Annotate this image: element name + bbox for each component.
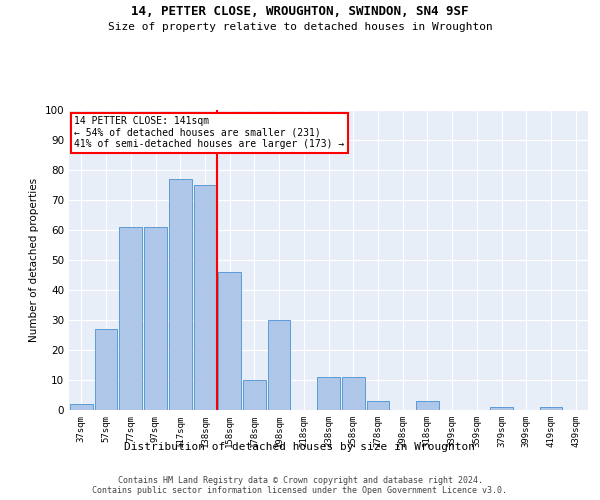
Text: Distribution of detached houses by size in Wroughton: Distribution of detached houses by size … xyxy=(125,442,476,452)
Y-axis label: Number of detached properties: Number of detached properties xyxy=(29,178,39,342)
Text: 14, PETTER CLOSE, WROUGHTON, SWINDON, SN4 9SF: 14, PETTER CLOSE, WROUGHTON, SWINDON, SN… xyxy=(131,5,469,18)
Bar xyxy=(119,227,142,410)
Bar xyxy=(342,377,365,410)
Text: Contains HM Land Registry data © Crown copyright and database right 2024.
Contai: Contains HM Land Registry data © Crown c… xyxy=(92,476,508,495)
Text: 14 PETTER CLOSE: 141sqm
← 54% of detached houses are smaller (231)
41% of semi-d: 14 PETTER CLOSE: 141sqm ← 54% of detache… xyxy=(74,116,344,149)
Bar xyxy=(218,272,241,410)
Text: Size of property relative to detached houses in Wroughton: Size of property relative to detached ho… xyxy=(107,22,493,32)
Bar xyxy=(367,401,389,410)
Bar xyxy=(268,320,290,410)
Bar xyxy=(194,185,216,410)
Bar xyxy=(70,404,93,410)
Bar xyxy=(416,401,439,410)
Bar xyxy=(539,407,562,410)
Bar xyxy=(169,179,191,410)
Bar xyxy=(317,377,340,410)
Bar xyxy=(243,380,266,410)
Bar xyxy=(490,407,513,410)
Bar xyxy=(95,329,118,410)
Bar xyxy=(144,227,167,410)
